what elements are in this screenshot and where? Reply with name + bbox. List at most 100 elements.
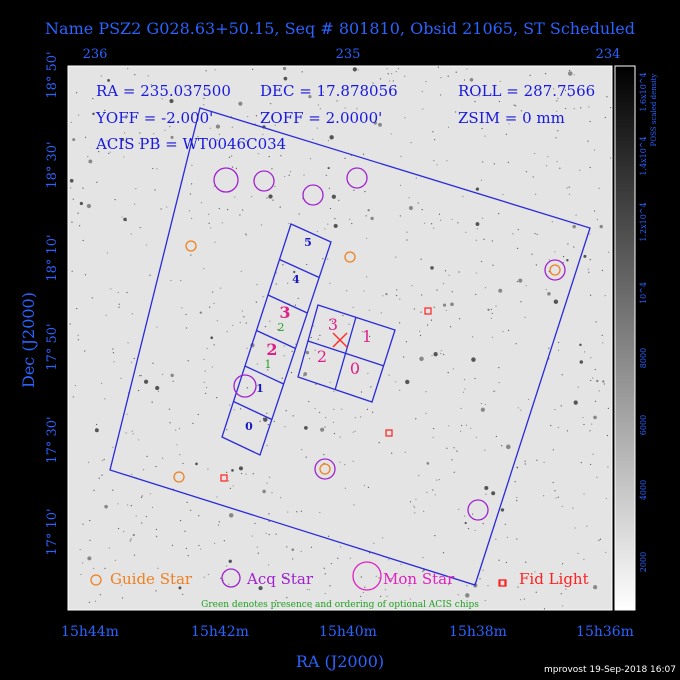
star [462, 195, 464, 198]
star [79, 201, 83, 206]
star [520, 301, 522, 303]
star [436, 164, 438, 166]
star [557, 496, 559, 498]
star [432, 489, 434, 491]
star [607, 251, 610, 253]
star [365, 276, 368, 278]
star [448, 581, 450, 583]
star [475, 222, 480, 226]
star [607, 466, 609, 468]
star [203, 576, 205, 578]
star [238, 101, 243, 106]
star [328, 187, 331, 189]
star [245, 233, 247, 235]
star [557, 341, 560, 344]
star [601, 334, 603, 336]
star [280, 497, 282, 499]
star [347, 88, 349, 91]
star [484, 449, 486, 451]
star [189, 193, 192, 195]
star [552, 449, 554, 451]
star [319, 511, 321, 514]
star [463, 515, 466, 517]
star [229, 487, 231, 489]
star [231, 469, 234, 472]
star [74, 384, 76, 387]
star [231, 126, 233, 128]
star [270, 102, 272, 105]
star [470, 427, 472, 429]
star [273, 420, 275, 423]
star [403, 356, 405, 358]
star [94, 600, 97, 602]
star [178, 427, 181, 430]
star [93, 489, 95, 491]
star [118, 303, 120, 305]
star [137, 439, 140, 441]
star [214, 241, 216, 243]
star [179, 520, 182, 522]
star [310, 606, 312, 608]
star [267, 564, 270, 566]
star [117, 527, 120, 530]
star [434, 494, 436, 496]
bottom-tick-label: 15h38m [449, 624, 507, 640]
star [426, 462, 430, 465]
star [480, 402, 483, 405]
star [171, 544, 174, 546]
star [388, 559, 390, 561]
star [72, 198, 74, 200]
star [203, 145, 205, 147]
star [283, 345, 285, 347]
star [265, 532, 267, 534]
star [419, 330, 421, 332]
star [426, 491, 428, 494]
star [209, 127, 211, 129]
star [242, 209, 244, 211]
star [268, 155, 270, 158]
star [346, 290, 348, 292]
star [337, 557, 339, 559]
star [593, 415, 597, 420]
star [356, 108, 358, 110]
star [399, 184, 402, 186]
star [516, 280, 518, 283]
star [267, 346, 269, 348]
acis-s-chip: 1 [256, 382, 264, 395]
star [231, 155, 233, 157]
star [479, 578, 481, 580]
star [331, 194, 336, 199]
star [254, 522, 256, 525]
star [88, 159, 93, 164]
star [187, 555, 189, 557]
star [101, 460, 104, 462]
star [340, 546, 342, 548]
star [216, 397, 218, 399]
colorbar-tick-label: 8000 [639, 348, 648, 368]
star [206, 347, 208, 350]
star [592, 453, 594, 455]
star [255, 301, 257, 303]
star [368, 309, 370, 311]
star [505, 133, 507, 135]
star [534, 232, 536, 235]
star [520, 110, 523, 112]
star [422, 570, 424, 573]
bottom-tick-label: 15h40m [319, 624, 377, 640]
title: Name PSZ2 G028.63+50.15, Seq # 801810, O… [45, 19, 635, 38]
star [333, 408, 335, 410]
star [198, 544, 200, 547]
acq-star [467, 499, 489, 521]
star [458, 271, 460, 273]
star [317, 338, 319, 340]
star [543, 608, 546, 610]
star [518, 278, 523, 283]
star [267, 369, 269, 371]
star [275, 272, 277, 274]
star [123, 531, 125, 533]
star [517, 247, 519, 249]
star [81, 562, 84, 564]
star [112, 446, 114, 448]
star [333, 390, 335, 392]
star [543, 461, 545, 463]
